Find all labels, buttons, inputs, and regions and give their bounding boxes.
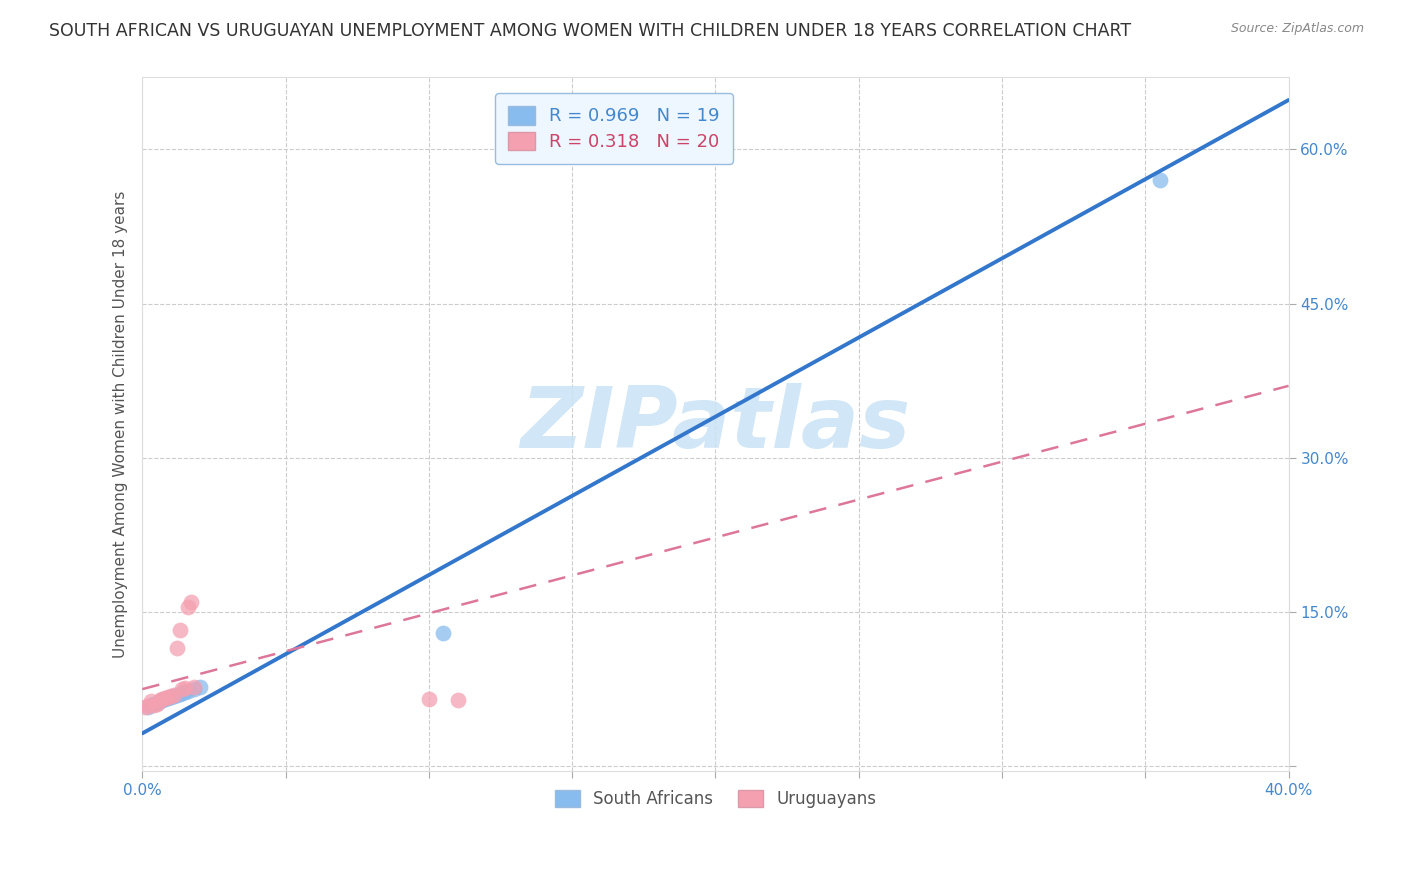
Point — [172, 682, 194, 697]
Point — [418, 692, 440, 706]
Point — [169, 623, 191, 637]
Point — [166, 688, 188, 702]
Point — [148, 693, 170, 707]
Text: Source: ZipAtlas.com: Source: ZipAtlas.com — [1230, 22, 1364, 36]
Point — [169, 687, 191, 701]
Point — [177, 599, 200, 614]
Legend: South Africans, Uruguayans: South Africans, Uruguayans — [548, 783, 883, 815]
Point — [142, 697, 165, 711]
Point — [150, 692, 173, 706]
Point — [145, 696, 167, 710]
Point — [160, 690, 183, 704]
Point — [183, 680, 205, 694]
Point — [446, 693, 468, 707]
Point — [148, 694, 170, 708]
Point — [188, 680, 211, 694]
Point — [155, 692, 177, 706]
Point — [160, 690, 183, 705]
Point — [150, 693, 173, 707]
Point — [145, 697, 167, 711]
Point — [157, 691, 180, 706]
Point — [432, 625, 454, 640]
Point — [174, 681, 197, 695]
Point — [163, 688, 186, 702]
Point — [172, 686, 194, 700]
Point — [183, 682, 205, 697]
Text: ZIPatlas: ZIPatlas — [520, 383, 911, 466]
Point — [139, 698, 162, 712]
Point — [174, 685, 197, 699]
Point — [142, 698, 165, 712]
Point — [136, 698, 159, 713]
Point — [1149, 173, 1171, 187]
Point — [155, 691, 177, 706]
Point — [166, 640, 188, 655]
Point — [157, 690, 180, 705]
Point — [163, 690, 186, 704]
Point — [177, 684, 200, 698]
Point — [180, 595, 202, 609]
Point — [134, 699, 156, 714]
Point — [139, 694, 162, 708]
Point — [136, 699, 159, 714]
Y-axis label: Unemployment Among Women with Children Under 18 years: Unemployment Among Women with Children U… — [114, 191, 128, 658]
Text: SOUTH AFRICAN VS URUGUAYAN UNEMPLOYMENT AMONG WOMEN WITH CHILDREN UNDER 18 YEARS: SOUTH AFRICAN VS URUGUAYAN UNEMPLOYMENT … — [49, 22, 1132, 40]
